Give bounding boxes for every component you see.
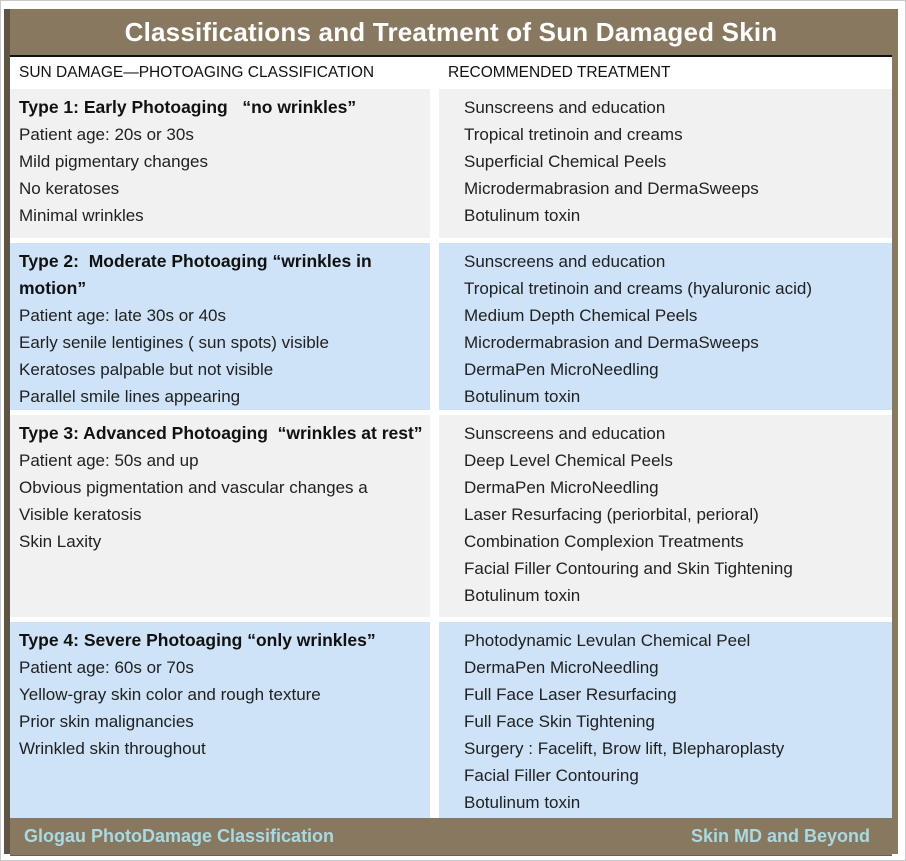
treatment-line: Microdermabrasion and DermaSweeps	[464, 333, 759, 352]
column-header-classification: SUN DAMAGE—PHOTOAGING CLASSIFICATION	[19, 64, 375, 81]
page-title: Classifications and Treatment of Sun Dam…	[124, 16, 778, 47]
feature-line: No keratoses	[19, 179, 120, 198]
treatment-line: Botulinum toxin	[464, 387, 581, 406]
feature-line: Wrinkled skin throughout	[19, 739, 206, 758]
footer-clinic-name: Skin MD and Beyond	[690, 826, 870, 846]
feature-line: Patient age: 60s or 70s	[19, 658, 194, 677]
treatment-line: Deep Level Chemical Peels	[464, 451, 673, 470]
classification-row-type-4: Type 4: Severe Photoaging “only wrinkles…	[10, 622, 892, 818]
treatment-line: Superficial Chemical Peels	[464, 152, 667, 171]
treatment-line: Surgery : Facelift, Brow lift, Blepharop…	[464, 739, 785, 758]
feature-line: Early senile lentigines ( sun spots) vis…	[19, 333, 329, 352]
treatment-line: Facial Filler Contouring	[464, 766, 639, 785]
table-frame: Classifications and Treatment of Sun Dam…	[4, 9, 898, 856]
treatment-line: Botulinum toxin	[464, 793, 581, 812]
feature-line: Visible keratosis	[19, 505, 142, 524]
treatment-line: Botulinum toxin	[464, 586, 581, 605]
classification-row-type-3: Type 3: Advanced Photoaging “wrinkles at…	[10, 415, 892, 617]
classification-cell: Type 3: Advanced Photoaging “wrinkles at…	[10, 415, 430, 617]
feature-line: Patient age: late 30s or 40s	[19, 306, 226, 325]
feature-line: Obvious pigmentation and vascular change…	[19, 478, 368, 497]
footer-classification-credit: Glogau PhotoDamage Classification	[24, 826, 335, 846]
treatment-line: Sunscreens and education	[464, 252, 666, 271]
treatment-line: DermaPen MicroNeedling	[464, 478, 659, 497]
header-divider-line	[10, 55, 892, 57]
treatment-line: DermaPen MicroNeedling	[464, 360, 659, 379]
classification-row-type-2: Type 2: Moderate Photoaging “wrinkles in…	[10, 243, 892, 410]
treatment-line: Photodynamic Levulan Chemical Peel	[464, 631, 751, 650]
treatment-cell: Sunscreens and education Tropical tretino…	[439, 243, 892, 410]
classification-cell: Type 2: Moderate Photoaging “wrinkles in…	[10, 243, 430, 410]
feature-line: Mild pigmentary changes	[19, 152, 208, 171]
column-header-row: SUN DAMAGE—PHOTOAGING CLASSIFICATION REC…	[10, 57, 892, 89]
treatment-cell: Photodynamic Levulan Chemical Peel DermaP…	[439, 622, 892, 818]
type-title: Type 4: Severe Photoaging “only wrinkles…	[19, 630, 376, 650]
classification-rows: Type 1: Early Photoaging “no wrinkles” Pa…	[10, 89, 892, 818]
treatment-line: Microdermabrasion and DermaSweeps	[464, 179, 759, 198]
treatment-cell: Sunscreens and education Deep Level Chemi…	[439, 415, 892, 617]
treatment-line: Laser Resurfacing (periorbital, perioral…	[464, 505, 759, 524]
treatment-line: Botulinum toxin	[464, 206, 581, 225]
feature-line: Patient age: 20s or 30s	[19, 125, 194, 144]
treatment-line: Combination Complexion Treatments	[464, 532, 744, 551]
feature-line: Skin Laxity	[19, 532, 102, 551]
footer-bar: Glogau PhotoDamage Classification Skin M…	[10, 818, 892, 856]
type-title: Type 1: Early Photoaging “no wrinkles”	[19, 97, 357, 117]
classification-cell: Type 4: Severe Photoaging “only wrinkles…	[10, 622, 430, 818]
treatment-line: Full Face Laser Resurfacing	[464, 685, 677, 704]
treatment-line: Tropical tretinoin and creams (hyaluroni…	[464, 279, 813, 298]
feature-line: Minimal wrinkles	[19, 206, 144, 225]
classification-cell: Type 1: Early Photoaging “no wrinkles” Pa…	[10, 89, 430, 238]
treatment-line: Sunscreens and education	[464, 424, 666, 443]
treatment-line: DermaPen MicroNeedling	[464, 658, 659, 677]
feature-line: Patient age: 50s and up	[19, 451, 199, 470]
type-title: Type 3: Advanced Photoaging “wrinkles at…	[19, 423, 423, 443]
feature-line: Keratoses palpable but not visible	[19, 360, 274, 379]
feature-line: Yellow-gray skin color and rough texture	[19, 685, 321, 704]
feature-line: Prior skin malignancies	[19, 712, 194, 731]
treatment-line: Tropical tretinoin and creams	[464, 125, 683, 144]
title-bar: Classifications and Treatment of Sun Dam…	[10, 9, 892, 55]
type-title: Type 2: Moderate Photoaging “wrinkles in…	[19, 251, 377, 298]
treatment-line: Full Face Skin Tightening	[464, 712, 655, 731]
treatment-line: Facial Filler Contouring and Skin Tighte…	[464, 559, 793, 578]
treatment-line: Medium Depth Chemical Peels	[464, 306, 698, 325]
column-header-treatment: RECOMMENDED TREATMENT	[448, 64, 671, 81]
treatment-line: Sunscreens and education	[464, 98, 666, 117]
classification-row-type-1: Type 1: Early Photoaging “no wrinkles” Pa…	[10, 89, 892, 238]
treatment-cell: Sunscreens and education Tropical tretino…	[439, 89, 892, 238]
feature-line: Parallel smile lines appearing	[19, 387, 241, 406]
